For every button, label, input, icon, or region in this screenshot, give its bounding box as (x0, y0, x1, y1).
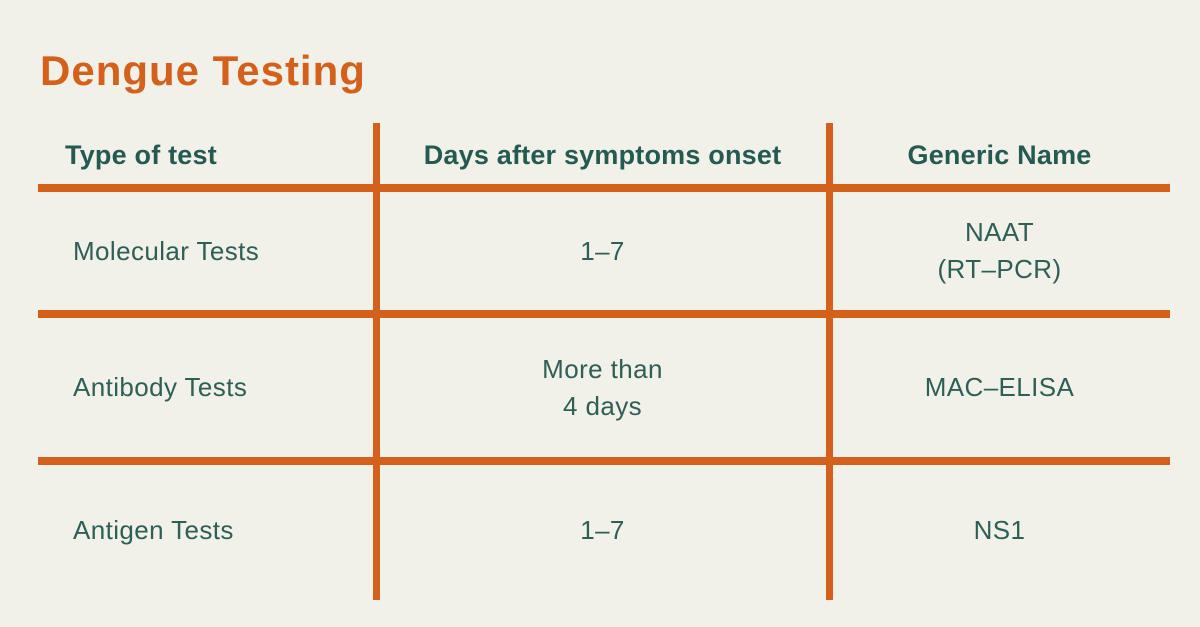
column-header-generic-name: Generic Name (907, 140, 1092, 171)
cell-row1-test-type: Molecular Tests (73, 235, 260, 266)
page-title: Dengue Testing (40, 47, 366, 94)
cell-row3-generic-name: NS1 (973, 515, 1026, 546)
table-vertical-gridline-1 (373, 123, 380, 600)
table-row-separator-line-1 (38, 310, 1170, 318)
column-header-type-of-test: Type of test (65, 140, 217, 171)
column-header-days-after-onset: Days after symptoms onset (423, 140, 782, 171)
cell-row2-days: More than 4 days (542, 353, 663, 421)
cell-row2-test-type: Antibody Tests (73, 372, 248, 403)
cell-row2-generic-name: MAC–ELISA (924, 372, 1075, 403)
table-vertical-gridline-2 (826, 123, 833, 600)
cell-row1-days: 1–7 (580, 235, 625, 266)
table-row-separator-line-2 (38, 457, 1170, 465)
cell-row3-test-type: Antigen Tests (73, 515, 234, 546)
dengue-testing-table: Type of test Days after symptoms onset G… (38, 123, 1170, 600)
table-header-separator-line (38, 184, 1170, 192)
cell-row3-days: 1–7 (580, 515, 625, 546)
cell-row1-generic-name: NAAT (RT–PCR) (937, 217, 1062, 284)
